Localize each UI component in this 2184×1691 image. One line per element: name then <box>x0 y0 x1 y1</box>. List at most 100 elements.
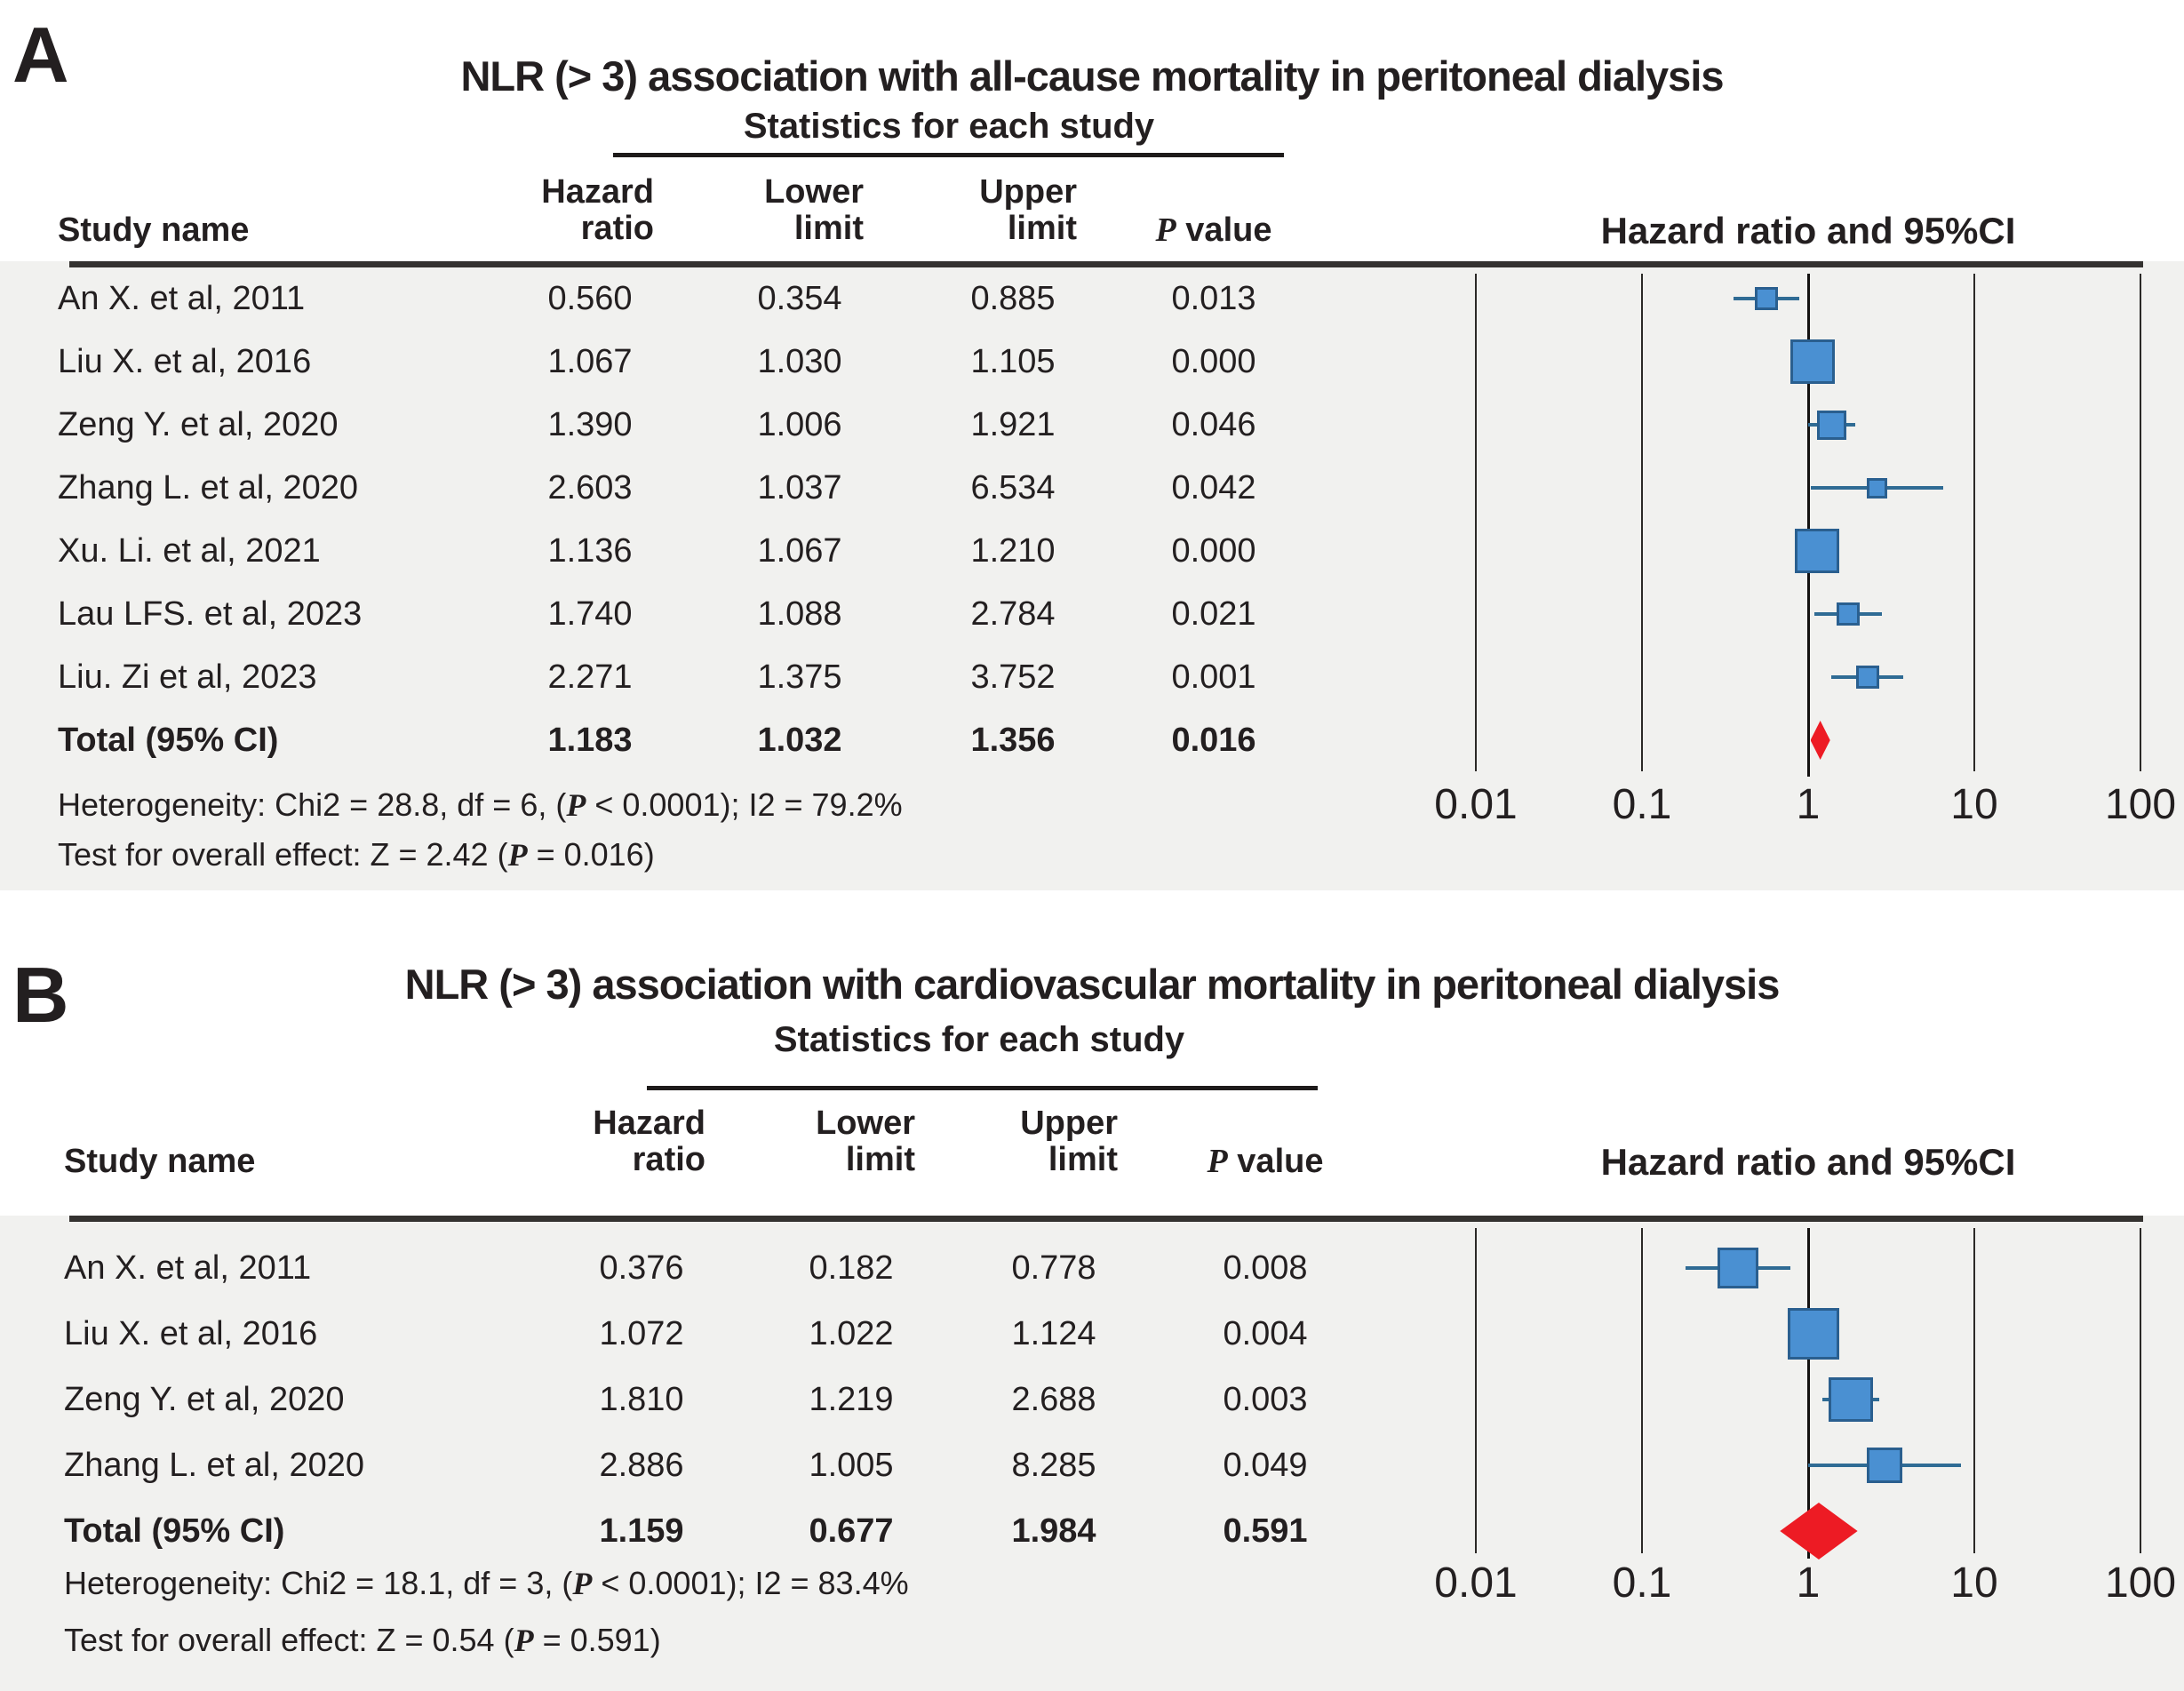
stat-cell: 1.136 <box>547 532 633 570</box>
gridline <box>1973 274 1975 771</box>
effect-square <box>1754 287 1778 310</box>
stat-cell: 2.784 <box>970 595 1056 633</box>
pooled-diamond <box>1810 721 1830 760</box>
overall-effect-note: Test for overall effect: Z = 2.42 (P = 0… <box>58 836 655 873</box>
stat-cell: 2.886 <box>599 1447 684 1484</box>
stat-cell: 0.042 <box>1171 469 1256 507</box>
reference-line <box>1806 274 1810 777</box>
italic-p-symbol: P <box>572 1566 593 1601</box>
column-header-p-value: P value <box>1207 1143 1324 1180</box>
effect-square <box>1787 1308 1839 1360</box>
total-row-name: Total (95% CI) <box>64 1512 285 1550</box>
study-row-name: Liu X. et al, 2016 <box>64 1315 318 1352</box>
axis-tick-label: 0.01 <box>1434 781 1518 828</box>
italic-p-symbol: P <box>514 1623 534 1658</box>
effect-square <box>1867 1448 1903 1483</box>
gridline <box>2140 274 2141 771</box>
stat-cell: 0.003 <box>1223 1381 1308 1418</box>
stat-cell: 2.603 <box>547 469 633 507</box>
effect-square <box>1795 529 1840 573</box>
gridline <box>1973 1228 1975 1553</box>
stat-cell: 1.067 <box>547 343 633 380</box>
study-row-name: Zhang L. et al, 2020 <box>58 469 359 507</box>
panel-a-subtitle-underline <box>613 153 1284 157</box>
heterogeneity-note: Heterogeneity: Chi2 = 28.8, df = 6, (P <… <box>58 786 903 823</box>
heterogeneity-note: Heterogeneity: Chi2 = 18.1, df = 3, (P <… <box>64 1565 909 1601</box>
stat-cell: 1.356 <box>970 722 1056 759</box>
stat-cell: 0.021 <box>1171 595 1256 633</box>
stat-cell: 0.000 <box>1171 532 1256 570</box>
stat-cell: 0.591 <box>1223 1512 1308 1550</box>
stat-cell: 0.001 <box>1171 658 1256 696</box>
panel-a-plot-title: Hazard ratio and 95%CI <box>1600 210 2016 251</box>
gridline <box>1641 274 1643 771</box>
stat-cell: 1.006 <box>757 406 842 443</box>
stat-cell: 0.000 <box>1171 343 1256 380</box>
stat-cell: 1.159 <box>599 1512 684 1550</box>
column-header-p-value: P value <box>1155 211 1272 249</box>
stat-cell: 1.124 <box>1011 1315 1096 1352</box>
stat-cell: 0.885 <box>970 280 1056 317</box>
axis-tick-label: 0.1 <box>1612 781 1672 828</box>
stat-cell: 0.046 <box>1171 406 1256 443</box>
effect-square <box>1817 410 1847 440</box>
study-row-name: An X. et al, 2011 <box>58 280 306 317</box>
gridline <box>1475 1228 1477 1553</box>
total-row-name: Total (95% CI) <box>58 722 279 759</box>
axis-tick-label: 1 <box>1796 1559 1821 1607</box>
study-row-name: Zeng Y. et al, 2020 <box>64 1381 345 1418</box>
stat-cell: 1.005 <box>809 1447 894 1484</box>
gridline <box>2140 1228 2141 1553</box>
panel-a-title: NLR (> 3) association with all-cause mor… <box>460 52 1724 100</box>
panel-b-label: B <box>12 951 69 1039</box>
stat-cell: 1.067 <box>757 532 842 570</box>
stat-cell: 1.984 <box>1011 1512 1096 1550</box>
axis-tick-label: 0.1 <box>1612 1559 1672 1607</box>
study-row-name: Liu X. et al, 2016 <box>58 343 312 380</box>
stat-cell: 0.008 <box>1223 1249 1308 1287</box>
axis-tick-label: 100 <box>2104 781 2177 828</box>
stat-cell: 1.032 <box>757 722 842 759</box>
panel-a-label: A <box>12 11 69 99</box>
stat-cell: 1.037 <box>757 469 842 507</box>
effect-square <box>1836 602 1860 626</box>
panel-a-subtitle: Statistics for each study <box>743 107 1155 146</box>
italic-p-symbol: P <box>566 787 586 823</box>
study-row-name: Liu. Zi et al, 2023 <box>58 658 317 696</box>
gridline <box>1475 274 1477 771</box>
stat-cell: 1.183 <box>547 722 633 759</box>
panel-a-top-border <box>69 261 2143 267</box>
effect-square <box>1867 477 1888 499</box>
panel-b-top-border <box>69 1216 2143 1222</box>
effect-square <box>1717 1248 1758 1288</box>
panel-b-plot-title: Hazard ratio and 95%CI <box>1600 1141 2016 1183</box>
reference-line <box>1806 1228 1810 1559</box>
study-row-name: An X. et al, 2011 <box>64 1249 312 1287</box>
stat-cell: 0.004 <box>1223 1315 1308 1352</box>
stat-cell: 2.688 <box>1011 1381 1096 1418</box>
axis-tick-label: 10 <box>1950 1559 1998 1607</box>
stat-cell: 1.088 <box>757 595 842 633</box>
stat-cell: 1.219 <box>809 1381 894 1418</box>
study-row-name: Zhang L. et al, 2020 <box>64 1447 365 1484</box>
italic-p-symbol: P <box>507 837 528 873</box>
stat-cell: 1.105 <box>970 343 1056 380</box>
stat-cell: 0.354 <box>757 280 842 317</box>
stat-cell: 8.285 <box>1011 1447 1096 1484</box>
stat-cell: 1.921 <box>970 406 1056 443</box>
stat-cell: 1.210 <box>970 532 1056 570</box>
stat-cell: 0.560 <box>547 280 633 317</box>
axis-tick-label: 0.01 <box>1434 1559 1518 1607</box>
effect-square <box>1790 339 1836 384</box>
stat-cell: 0.182 <box>809 1249 894 1287</box>
column-header-study-name: Study name <box>64 1143 256 1180</box>
effect-square <box>1855 666 1879 689</box>
panel-b-subtitle: Statistics for each study <box>773 1020 1185 1059</box>
column-header-hazard-ratio: Hazard ratio <box>541 173 654 248</box>
stat-cell: 1.022 <box>809 1315 894 1352</box>
stat-cell: 1.375 <box>757 658 842 696</box>
column-header-lower-limit: Lower limit <box>764 173 864 248</box>
stat-cell: 1.740 <box>547 595 633 633</box>
stat-cell: 0.778 <box>1011 1249 1096 1287</box>
